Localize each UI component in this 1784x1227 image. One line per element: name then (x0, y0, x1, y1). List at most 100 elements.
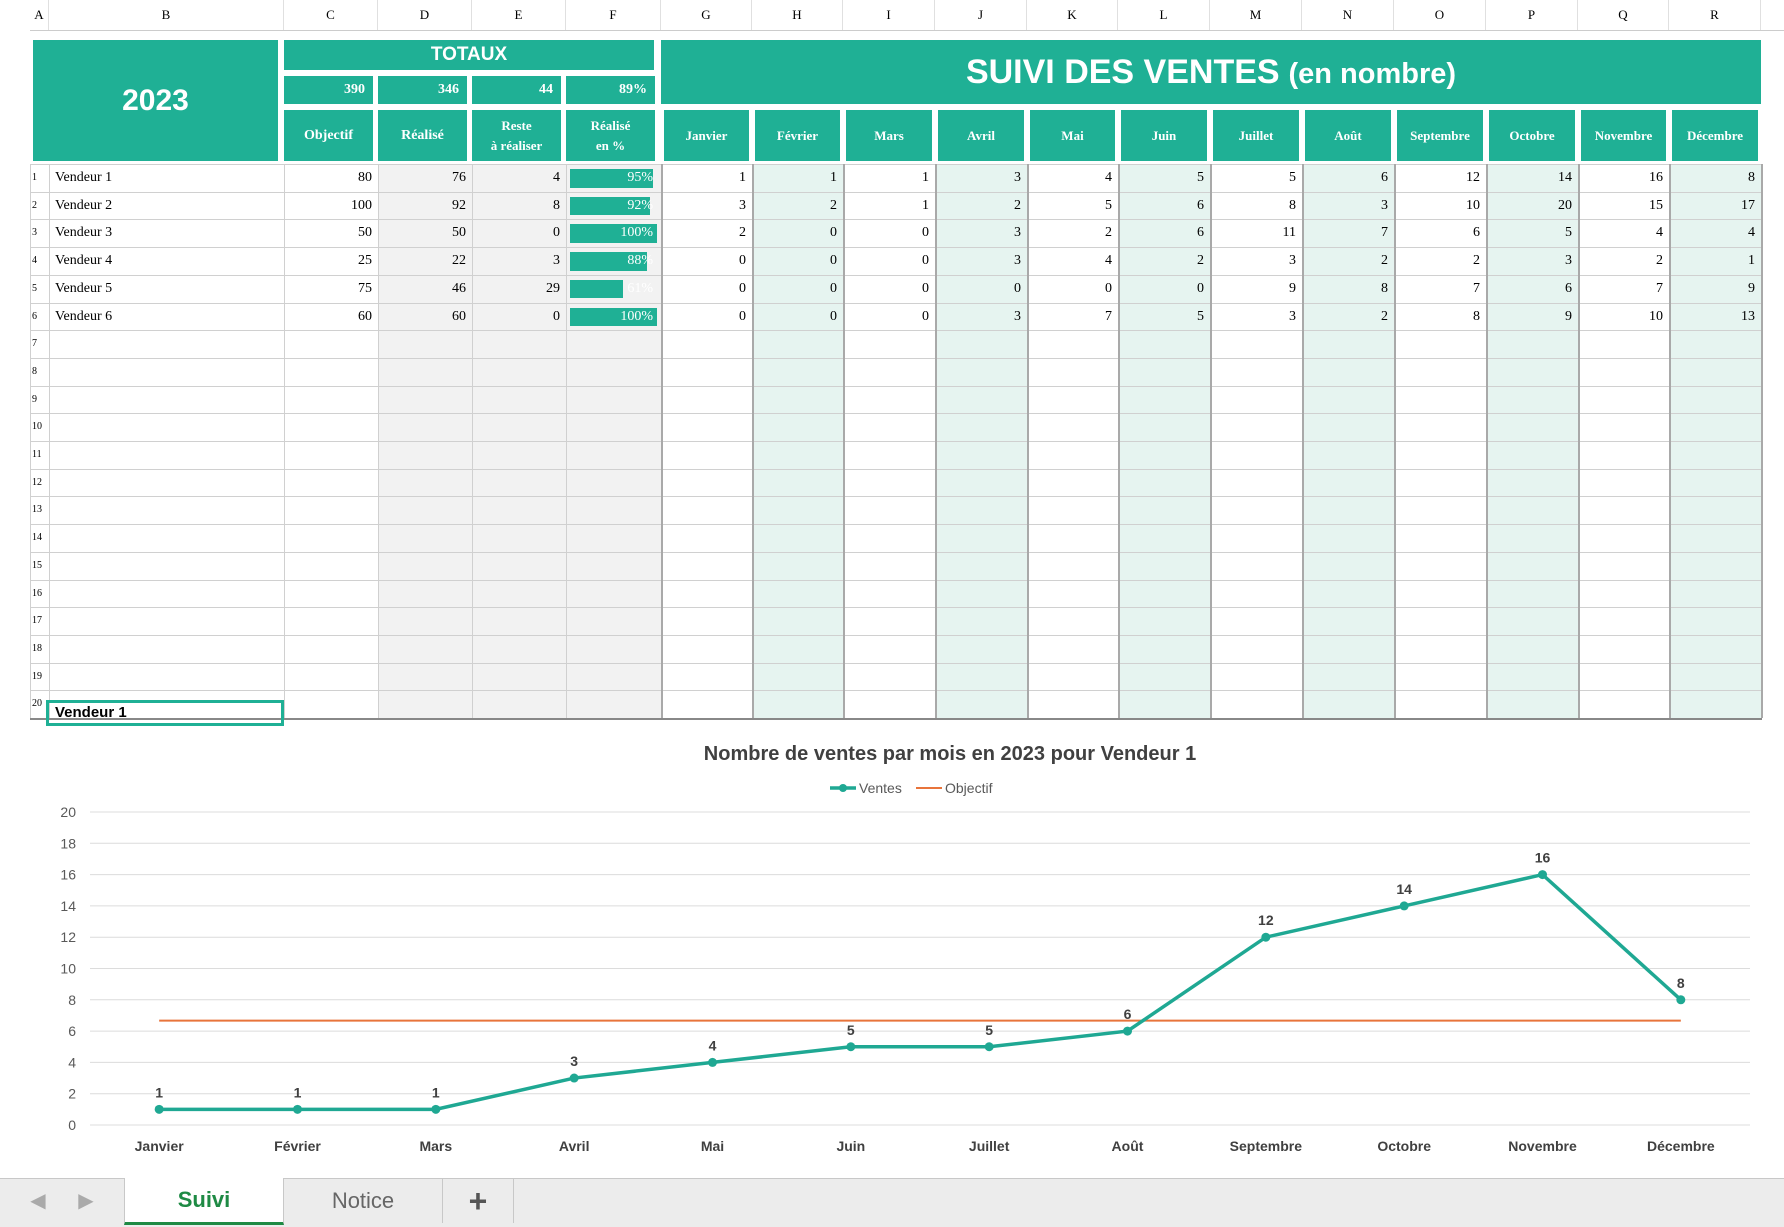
vendeur-realise[interactable]: 22 (452, 253, 466, 269)
column-header-g[interactable]: G (661, 0, 752, 30)
row-index[interactable]: 8 (32, 365, 37, 377)
vendeur-realise[interactable]: 92 (452, 197, 466, 213)
column-header-o[interactable]: O (1394, 0, 1486, 30)
month-value-mars[interactable]: 1 (922, 170, 929, 185)
month-value-novembre[interactable]: 4 (1656, 225, 1663, 241)
row-index[interactable]: 14 (32, 532, 42, 544)
month-value-mai[interactable]: 5 (1105, 197, 1112, 213)
month-value-janvier[interactable]: 3 (739, 197, 746, 213)
month-value-novembre[interactable]: 16 (1649, 170, 1663, 185)
prev-sheet-icon[interactable]: ◀ (30, 1190, 46, 1212)
column-header-n[interactable]: N (1302, 0, 1394, 30)
month-value-août[interactable]: 3 (1381, 197, 1388, 213)
vendeur-selector[interactable]: Vendeur 1 (46, 700, 284, 726)
month-value-juillet[interactable]: 3 (1289, 308, 1296, 324)
row-index[interactable]: 12 (32, 476, 42, 488)
column-header-p[interactable]: P (1486, 0, 1578, 30)
row-index[interactable]: 3 (32, 227, 37, 239)
row-index[interactable]: 4 (32, 255, 37, 267)
row-index[interactable]: 5 (32, 282, 37, 294)
vendeur-realise[interactable]: 76 (452, 170, 466, 185)
vendeur-name[interactable]: Vendeur 6 (55, 308, 113, 324)
row-index[interactable]: 1 (32, 172, 37, 183)
month-value-décembre[interactable]: 13 (1741, 308, 1755, 324)
row-index[interactable]: 11 (32, 449, 42, 460)
month-value-juillet[interactable]: 3 (1289, 253, 1296, 269)
column-header-j[interactable]: J (935, 0, 1027, 30)
month-value-août[interactable]: 2 (1381, 253, 1388, 269)
month-value-mars[interactable]: 0 (922, 280, 929, 296)
month-value-mai[interactable]: 4 (1105, 253, 1112, 269)
column-header-b[interactable]: B (49, 0, 284, 30)
month-value-septembre[interactable]: 7 (1473, 280, 1480, 296)
month-value-février[interactable]: 2 (830, 197, 837, 213)
vendeur-reste[interactable]: 29 (546, 280, 560, 296)
column-header-k[interactable]: K (1027, 0, 1118, 30)
month-value-octobre[interactable]: 14 (1558, 170, 1572, 185)
month-value-octobre[interactable]: 20 (1558, 197, 1572, 213)
row-index[interactable]: 9 (32, 393, 37, 405)
month-value-février[interactable]: 0 (830, 253, 837, 269)
month-value-octobre[interactable]: 5 (1565, 225, 1572, 241)
vendeur-pct[interactable]: 61% (627, 280, 653, 296)
month-value-octobre[interactable]: 6 (1565, 280, 1572, 296)
month-value-septembre[interactable]: 2 (1473, 253, 1480, 269)
month-value-mars[interactable]: 1 (922, 197, 929, 213)
month-value-mars[interactable]: 0 (922, 225, 929, 241)
sheet-tab-notice[interactable]: Notice (331, 1188, 395, 1213)
vendeur-name[interactable]: Vendeur 5 (55, 280, 113, 296)
month-value-octobre[interactable]: 3 (1565, 253, 1572, 269)
month-value-décembre[interactable]: 8 (1748, 170, 1755, 185)
column-header-m[interactable]: M (1210, 0, 1302, 30)
month-value-décembre[interactable]: 17 (1741, 197, 1755, 213)
month-value-mai[interactable]: 0 (1105, 280, 1112, 296)
vendeur-reste[interactable]: 0 (553, 308, 560, 324)
vendeur-objectif[interactable]: 100 (351, 197, 372, 213)
month-value-août[interactable]: 6 (1381, 170, 1388, 185)
row-index[interactable]: 16 (32, 587, 42, 599)
month-value-juin[interactable]: 5 (1197, 308, 1204, 324)
month-value-août[interactable]: 8 (1381, 280, 1388, 296)
vendeur-name[interactable]: Vendeur 2 (55, 197, 113, 213)
vendeur-objectif[interactable]: 60 (358, 308, 372, 324)
vendeur-objectif[interactable]: 75 (358, 280, 372, 296)
month-value-mai[interactable]: 7 (1105, 308, 1112, 324)
month-value-janvier[interactable]: 2 (739, 225, 746, 241)
month-value-janvier[interactable]: 1 (739, 170, 746, 185)
vendeur-objectif[interactable]: 50 (358, 225, 372, 241)
column-header-e[interactable]: E (472, 0, 566, 30)
month-value-octobre[interactable]: 9 (1565, 308, 1572, 324)
month-value-mai[interactable]: 2 (1105, 225, 1112, 241)
vendeur-name[interactable]: Vendeur 1 (55, 170, 113, 185)
vendeur-realise[interactable]: 60 (452, 308, 466, 324)
column-header-d[interactable]: D (378, 0, 472, 30)
row-index[interactable]: 20 (32, 698, 42, 710)
month-value-septembre[interactable]: 6 (1473, 225, 1480, 241)
column-header-f[interactable]: F (566, 0, 661, 30)
month-value-septembre[interactable]: 8 (1473, 308, 1480, 324)
vendeur-objectif[interactable]: 25 (358, 253, 372, 269)
vendeur-pct[interactable]: 95% (627, 170, 653, 185)
column-header-c[interactable]: C (284, 0, 378, 30)
month-value-avril[interactable]: 3 (1014, 308, 1021, 324)
month-value-avril[interactable]: 3 (1014, 253, 1021, 269)
sheet-tab-suivi[interactable]: Suivi (124, 1178, 284, 1225)
vendeur-pct[interactable]: 92% (627, 197, 653, 213)
month-value-mars[interactable]: 0 (922, 253, 929, 269)
row-index[interactable]: 6 (32, 310, 37, 322)
vendeur-pct[interactable]: 100% (620, 308, 653, 324)
month-value-septembre[interactable]: 10 (1466, 197, 1480, 213)
month-value-février[interactable]: 0 (830, 308, 837, 324)
vendeur-name[interactable]: Vendeur 4 (55, 253, 113, 269)
row-index[interactable]: 17 (32, 615, 42, 627)
next-sheet-icon[interactable]: ▶ (78, 1190, 94, 1212)
column-header-i[interactable]: I (843, 0, 935, 30)
vendeur-reste[interactable]: 3 (553, 253, 560, 269)
month-value-janvier[interactable]: 0 (739, 308, 746, 324)
row-index[interactable]: 18 (32, 642, 42, 654)
month-value-juillet[interactable]: 9 (1289, 280, 1296, 296)
month-value-février[interactable]: 0 (830, 225, 837, 241)
month-value-novembre[interactable]: 15 (1649, 197, 1663, 213)
month-value-août[interactable]: 7 (1381, 225, 1388, 241)
row-index[interactable]: 19 (32, 670, 42, 682)
